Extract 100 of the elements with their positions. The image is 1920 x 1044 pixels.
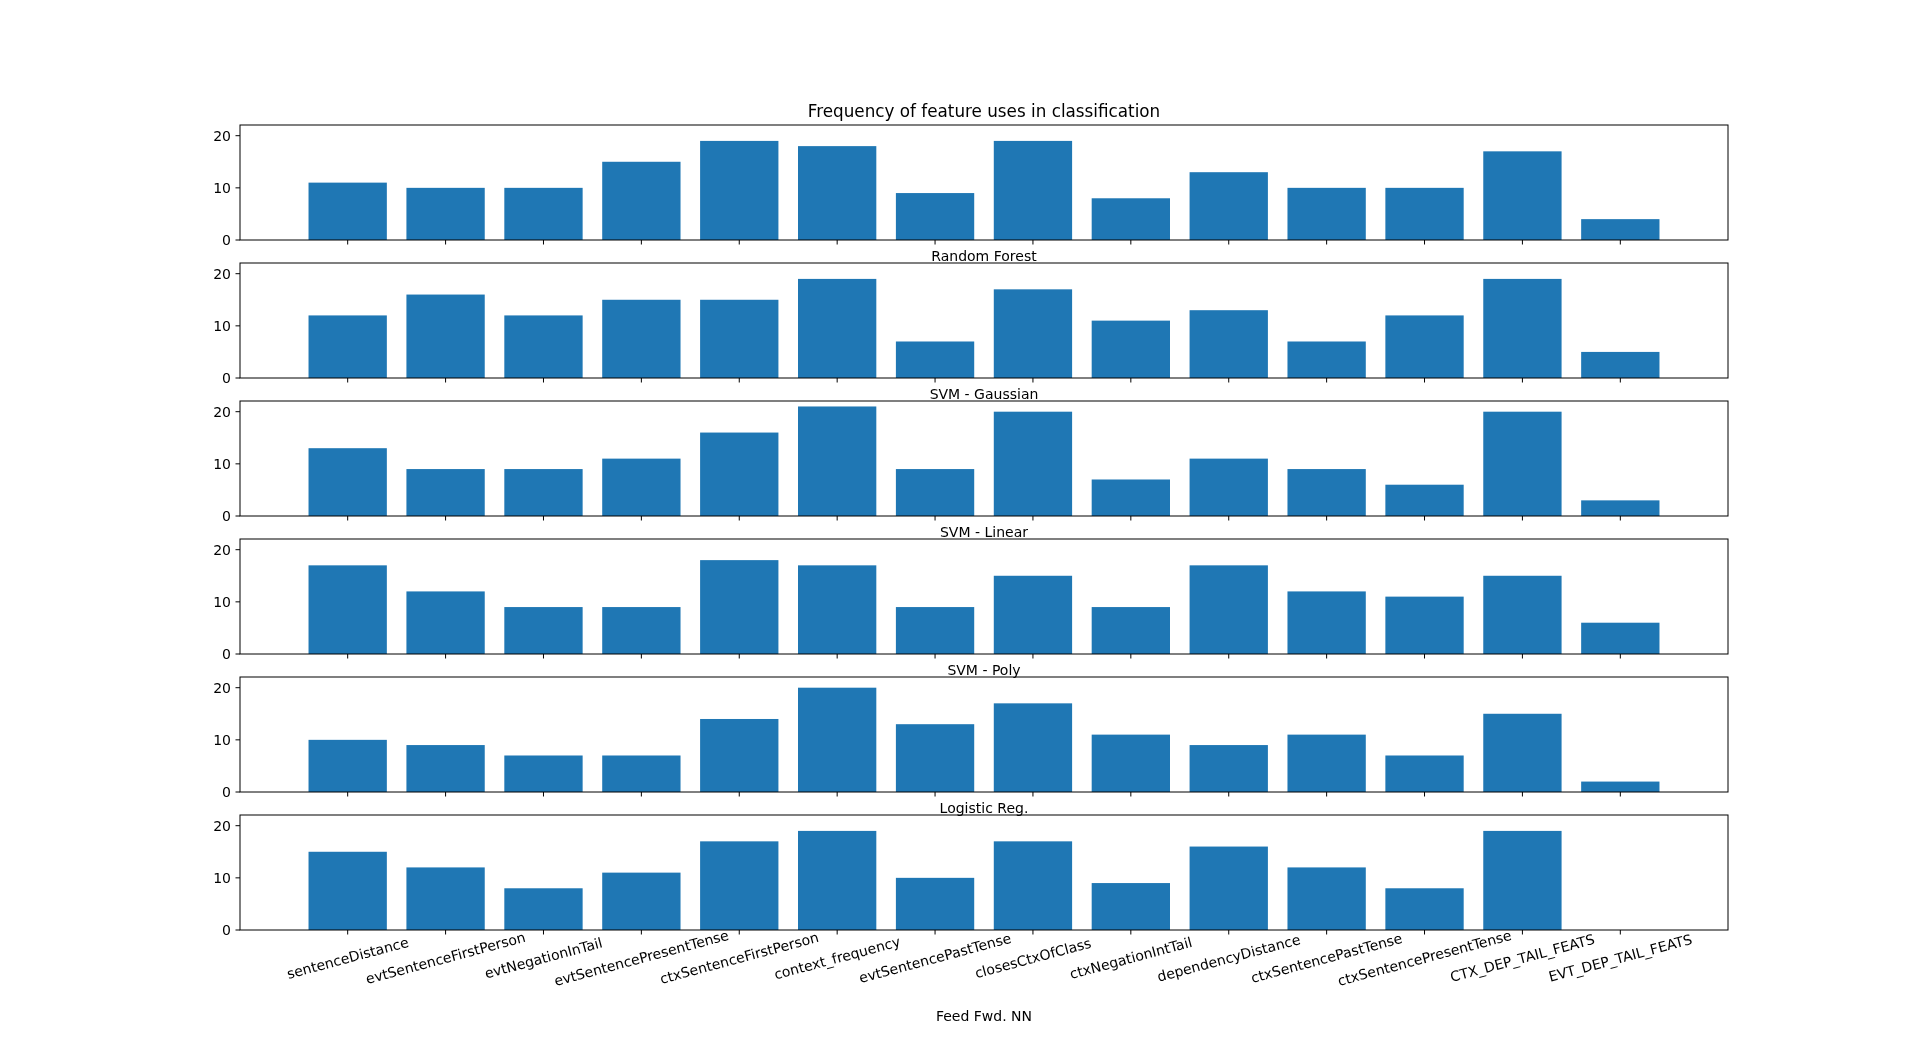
bar bbox=[1091, 734, 1170, 792]
bar bbox=[993, 841, 1073, 930]
bar bbox=[1385, 187, 1464, 240]
x-axis-title: SVM - Gaussian bbox=[929, 385, 1039, 402]
bar bbox=[602, 161, 681, 240]
bar bbox=[798, 278, 877, 378]
bar bbox=[798, 406, 877, 516]
bar bbox=[895, 341, 975, 378]
bar bbox=[406, 867, 485, 930]
bar bbox=[308, 448, 387, 516]
bar bbox=[1287, 341, 1366, 378]
y-tick-label: 10 bbox=[213, 179, 231, 196]
bar bbox=[1483, 575, 1562, 654]
bar bbox=[895, 607, 975, 654]
bar bbox=[798, 687, 877, 792]
y-tick-label: 0 bbox=[222, 645, 231, 662]
bar bbox=[504, 888, 583, 930]
bar bbox=[1483, 830, 1562, 930]
y-tick-label: 20 bbox=[213, 817, 231, 834]
bar bbox=[1385, 596, 1464, 654]
x-axis-title: SVM - Linear bbox=[939, 523, 1029, 540]
bar bbox=[895, 724, 975, 792]
chart-title: Frequency of feature uses in classification bbox=[807, 101, 1161, 121]
bar bbox=[1091, 198, 1170, 240]
bar bbox=[1287, 734, 1366, 792]
x-axis-title: SVM - Poly bbox=[947, 661, 1021, 678]
bar bbox=[602, 755, 681, 792]
bar bbox=[602, 607, 681, 654]
bar bbox=[895, 877, 975, 930]
bar bbox=[308, 315, 387, 378]
bar bbox=[504, 755, 583, 792]
bar bbox=[1287, 867, 1366, 930]
y-tick-label: 20 bbox=[213, 541, 231, 558]
y-tick-label: 10 bbox=[213, 731, 231, 748]
bar bbox=[406, 591, 485, 654]
bar bbox=[895, 469, 975, 516]
bar bbox=[1091, 607, 1170, 654]
bar bbox=[700, 718, 779, 792]
bar bbox=[1287, 469, 1366, 516]
bar bbox=[1385, 888, 1464, 930]
bar bbox=[1385, 315, 1464, 378]
bar bbox=[700, 560, 779, 654]
bar bbox=[1581, 500, 1660, 516]
bar bbox=[1385, 484, 1464, 516]
bar bbox=[993, 140, 1073, 240]
bar bbox=[700, 140, 779, 240]
bar bbox=[1091, 479, 1170, 516]
bar bbox=[993, 575, 1073, 654]
y-tick-label: 0 bbox=[222, 921, 231, 938]
y-tick-label: 0 bbox=[222, 369, 231, 386]
y-tick-label: 20 bbox=[213, 679, 231, 696]
bar bbox=[504, 315, 583, 378]
bar bbox=[602, 458, 681, 516]
bar bbox=[602, 872, 681, 930]
bar bbox=[406, 187, 485, 240]
bar bbox=[308, 851, 387, 930]
x-axis-title: Random Forest bbox=[931, 247, 1038, 264]
bar bbox=[1189, 745, 1268, 792]
bar bbox=[504, 607, 583, 654]
y-tick-label: 20 bbox=[213, 265, 231, 282]
bar bbox=[1287, 591, 1366, 654]
y-tick-label: 10 bbox=[213, 593, 231, 610]
bar bbox=[1581, 351, 1660, 378]
bar bbox=[1287, 187, 1366, 240]
bar bbox=[308, 182, 387, 240]
bar bbox=[1189, 310, 1268, 378]
bar bbox=[1189, 846, 1268, 930]
bar bbox=[1189, 458, 1268, 516]
bar bbox=[504, 187, 583, 240]
bar bbox=[798, 565, 877, 654]
y-tick-label: 10 bbox=[213, 317, 231, 334]
bar bbox=[308, 565, 387, 654]
bar bbox=[993, 703, 1073, 792]
x-axis-title: Logistic Reg. bbox=[939, 799, 1029, 816]
bar bbox=[504, 469, 583, 516]
y-tick-label: 10 bbox=[213, 869, 231, 886]
y-tick-label: 10 bbox=[213, 455, 231, 472]
bar bbox=[1189, 565, 1268, 654]
bar bbox=[700, 841, 779, 930]
bar bbox=[1483, 713, 1562, 792]
y-tick-label: 20 bbox=[213, 127, 231, 144]
bar bbox=[1581, 622, 1660, 654]
bar bbox=[1483, 151, 1562, 240]
bar bbox=[1483, 411, 1562, 516]
bar bbox=[406, 745, 485, 792]
x-axis-title: Feed Fwd. NN bbox=[935, 1007, 1033, 1024]
y-tick-label: 0 bbox=[222, 507, 231, 524]
bar bbox=[1091, 320, 1170, 378]
bar bbox=[895, 193, 975, 240]
bar bbox=[1091, 883, 1170, 930]
y-tick-label: 0 bbox=[222, 783, 231, 800]
bar bbox=[798, 146, 877, 240]
bar bbox=[1189, 172, 1268, 240]
y-tick-label: 20 bbox=[213, 403, 231, 420]
bar bbox=[993, 289, 1073, 378]
bar bbox=[1385, 755, 1464, 792]
bar bbox=[993, 411, 1073, 516]
bar bbox=[1581, 219, 1660, 240]
bar bbox=[602, 299, 681, 378]
bar bbox=[406, 294, 485, 378]
